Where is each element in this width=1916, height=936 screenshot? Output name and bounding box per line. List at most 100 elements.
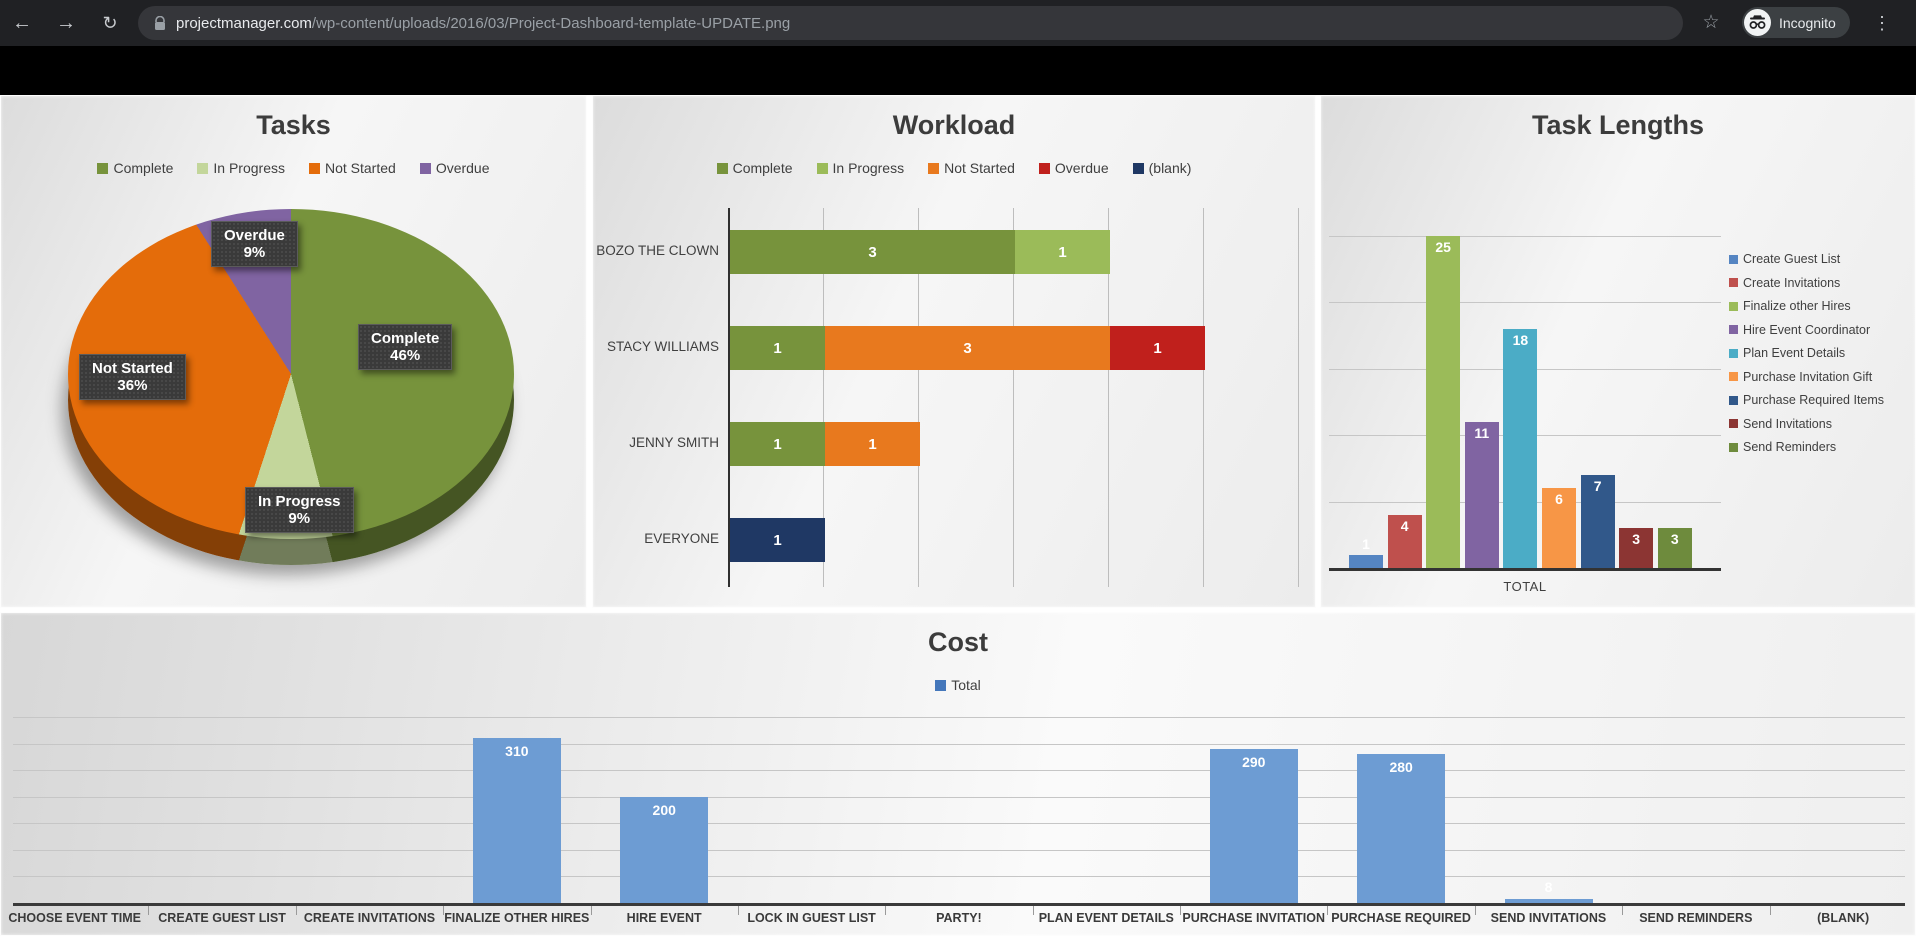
- bookmark-star-icon[interactable]: ☆: [1702, 12, 1720, 33]
- cost-axis-tick: [1622, 906, 1624, 915]
- task-lengths-bar-send-reminders: [1657, 528, 1692, 568]
- legend-label: Create Guest List: [1743, 252, 1841, 266]
- cost-value: 8: [1544, 878, 1553, 895]
- cost-gridline: [13, 876, 1905, 878]
- workload-segment-notstarted: 3: [825, 326, 1110, 370]
- cost-category-label: CREATE INVITATIONS: [303, 911, 436, 925]
- task-lengths-gridline: [1329, 236, 1721, 237]
- reload-icon[interactable]: ↻: [102, 13, 118, 33]
- workload-segment-complete: 3: [730, 230, 1015, 274]
- cost-bar-purchaseinvitation: [1209, 749, 1298, 903]
- legend-swatch: [816, 162, 828, 174]
- legend-swatch: [1729, 442, 1738, 452]
- legend-swatch: [1729, 372, 1738, 381]
- cost-chart-title: Cost: [928, 627, 988, 657]
- legend-swatch: [1038, 162, 1050, 174]
- task-lengths-bar-plan-event-details: [1503, 328, 1538, 568]
- workload-segment-inprogress: 1: [1015, 230, 1110, 274]
- legend-swatch: [1729, 278, 1738, 287]
- browser-menu-icon[interactable]: ⋮: [1873, 13, 1891, 33]
- legend-swatch: [308, 162, 320, 174]
- legend-label: Complete: [732, 160, 793, 176]
- cost-axis-tick: [148, 906, 150, 915]
- workload-gridline: [918, 208, 919, 587]
- incognito-label: Incognito: [1779, 14, 1836, 31]
- pie-label-text: 9%: [288, 510, 311, 527]
- task-lengths-bar-finalize-other-hires: [1426, 236, 1461, 568]
- workload-row-label: BOZO THE CLOWN: [596, 243, 719, 258]
- legend-item: Not Started: [308, 160, 396, 176]
- cost-category-label: (BLANK): [1817, 911, 1870, 925]
- workload-bar-4: 1: [730, 518, 825, 562]
- legend-label: Purchase Required Items: [1743, 393, 1885, 407]
- task-lengths-bar-purchase-invitation-gift: [1542, 488, 1576, 568]
- legend-item: Plan Event Details: [1729, 346, 1884, 360]
- legend-item: Complete: [716, 160, 793, 176]
- cost-bar-sendinvitations: [1504, 898, 1593, 903]
- task-lengths-value: 3: [1670, 531, 1679, 548]
- pie-label-complete: Complete 46%: [358, 324, 453, 370]
- cost-category-label: SEND INVITATIONS: [1490, 911, 1607, 925]
- workload-chart-panel: Workload Complete In Progress Not Started O…: [592, 95, 1316, 608]
- workload-row-label: STACY WILLIAMS: [606, 339, 719, 354]
- legend-item: Send Invitations: [1729, 417, 1884, 431]
- cost-gridline: [13, 796, 1905, 798]
- cost-bar-finalizeotherhires: [472, 738, 561, 903]
- workload-gridline: [1013, 208, 1014, 587]
- cost-axis-tick: [295, 906, 297, 915]
- legend-swatch: [1729, 254, 1738, 264]
- legend-swatch: [1729, 395, 1738, 405]
- cost-legend: Total: [1, 677, 1915, 693]
- cost-axis-tick: [885, 906, 887, 915]
- cost-axis-tick: [1474, 906, 1476, 915]
- task-lengths-bar-create-invitations: [1387, 514, 1422, 568]
- legend-item: (blank): [1132, 160, 1192, 176]
- cost-axis-tick: [590, 906, 592, 915]
- cost-gridline: [13, 849, 1905, 851]
- task-lengths-legend: Create Guest List Create Invitations Final…: [1729, 252, 1884, 464]
- pie-label-text: Overdue: [224, 227, 285, 244]
- task-lengths-chart-panel: Task Lengths TOTAL Create Guest List Crea…: [1320, 95, 1916, 608]
- tasks-chart-panel: Tasks Complete In Progress Not Started Over…: [0, 95, 587, 608]
- cost-gridline: [13, 717, 1905, 719]
- tasks-chart-title: Tasks: [256, 110, 331, 140]
- legend-label: Complete: [113, 160, 174, 176]
- legend-item: In Progress: [816, 160, 904, 176]
- cost-gridline: [13, 770, 1905, 772]
- pie-label-not-started: Not Started 36%: [79, 354, 186, 400]
- cost-bar-purchaserequired: [1357, 754, 1446, 903]
- legend-label: Total: [951, 677, 981, 693]
- workload-gridline: [1203, 208, 1204, 587]
- legend-label: Purchase Invitation Gift: [1743, 369, 1873, 384]
- task-lengths-gridline: [1329, 302, 1721, 304]
- incognito-chip[interactable]: Incognito: [1742, 7, 1850, 38]
- legend-label: Plan Event Details: [1743, 346, 1846, 360]
- task-lengths-value: 25: [1435, 239, 1451, 255]
- back-icon[interactable]: ←: [12, 12, 32, 34]
- workload-row-label: EVERYONE: [644, 531, 719, 546]
- legend-item: Send Reminders: [1729, 440, 1884, 454]
- cost-axis-tick: [1769, 906, 1771, 915]
- cost-category-labels: CHOOSE EVENT TIME CREATE GUEST LIST CREATE…: [1, 911, 1916, 925]
- legend-swatch: [419, 162, 431, 174]
- legend-label: Finalize other Hires: [1743, 299, 1851, 313]
- legend-item: Purchase Invitation Gift: [1729, 370, 1884, 384]
- task-lengths-bar-purchase-required-items: [1580, 475, 1615, 568]
- legend-item: Total: [935, 677, 981, 693]
- legend-label: Overdue: [435, 160, 490, 176]
- task-lengths-value: 7: [1593, 478, 1602, 495]
- incognito-icon: [1744, 9, 1771, 36]
- forward-icon[interactable]: →: [56, 12, 76, 34]
- legend-label: (blank): [1148, 160, 1192, 176]
- browser-toolbar: ← → ↻ projectmanager.com/wp-content/uplo…: [0, 0, 1916, 46]
- workload-segment-complete: 1: [730, 422, 825, 466]
- pie-label-overdue: Overdue 9%: [211, 221, 298, 267]
- task-lengths-value: 4: [1400, 517, 1409, 534]
- legend-label: Send Invitations: [1743, 416, 1832, 431]
- pie-label-text: Not Started: [92, 360, 173, 377]
- legend-item: Create Guest List: [1729, 252, 1884, 266]
- address-bar[interactable]: projectmanager.com/wp-content/uploads/20…: [138, 6, 1683, 40]
- legend-swatch: [197, 162, 209, 174]
- cost-axis-tick: [1032, 906, 1034, 915]
- legend-label: Send Reminders: [1743, 440, 1837, 454]
